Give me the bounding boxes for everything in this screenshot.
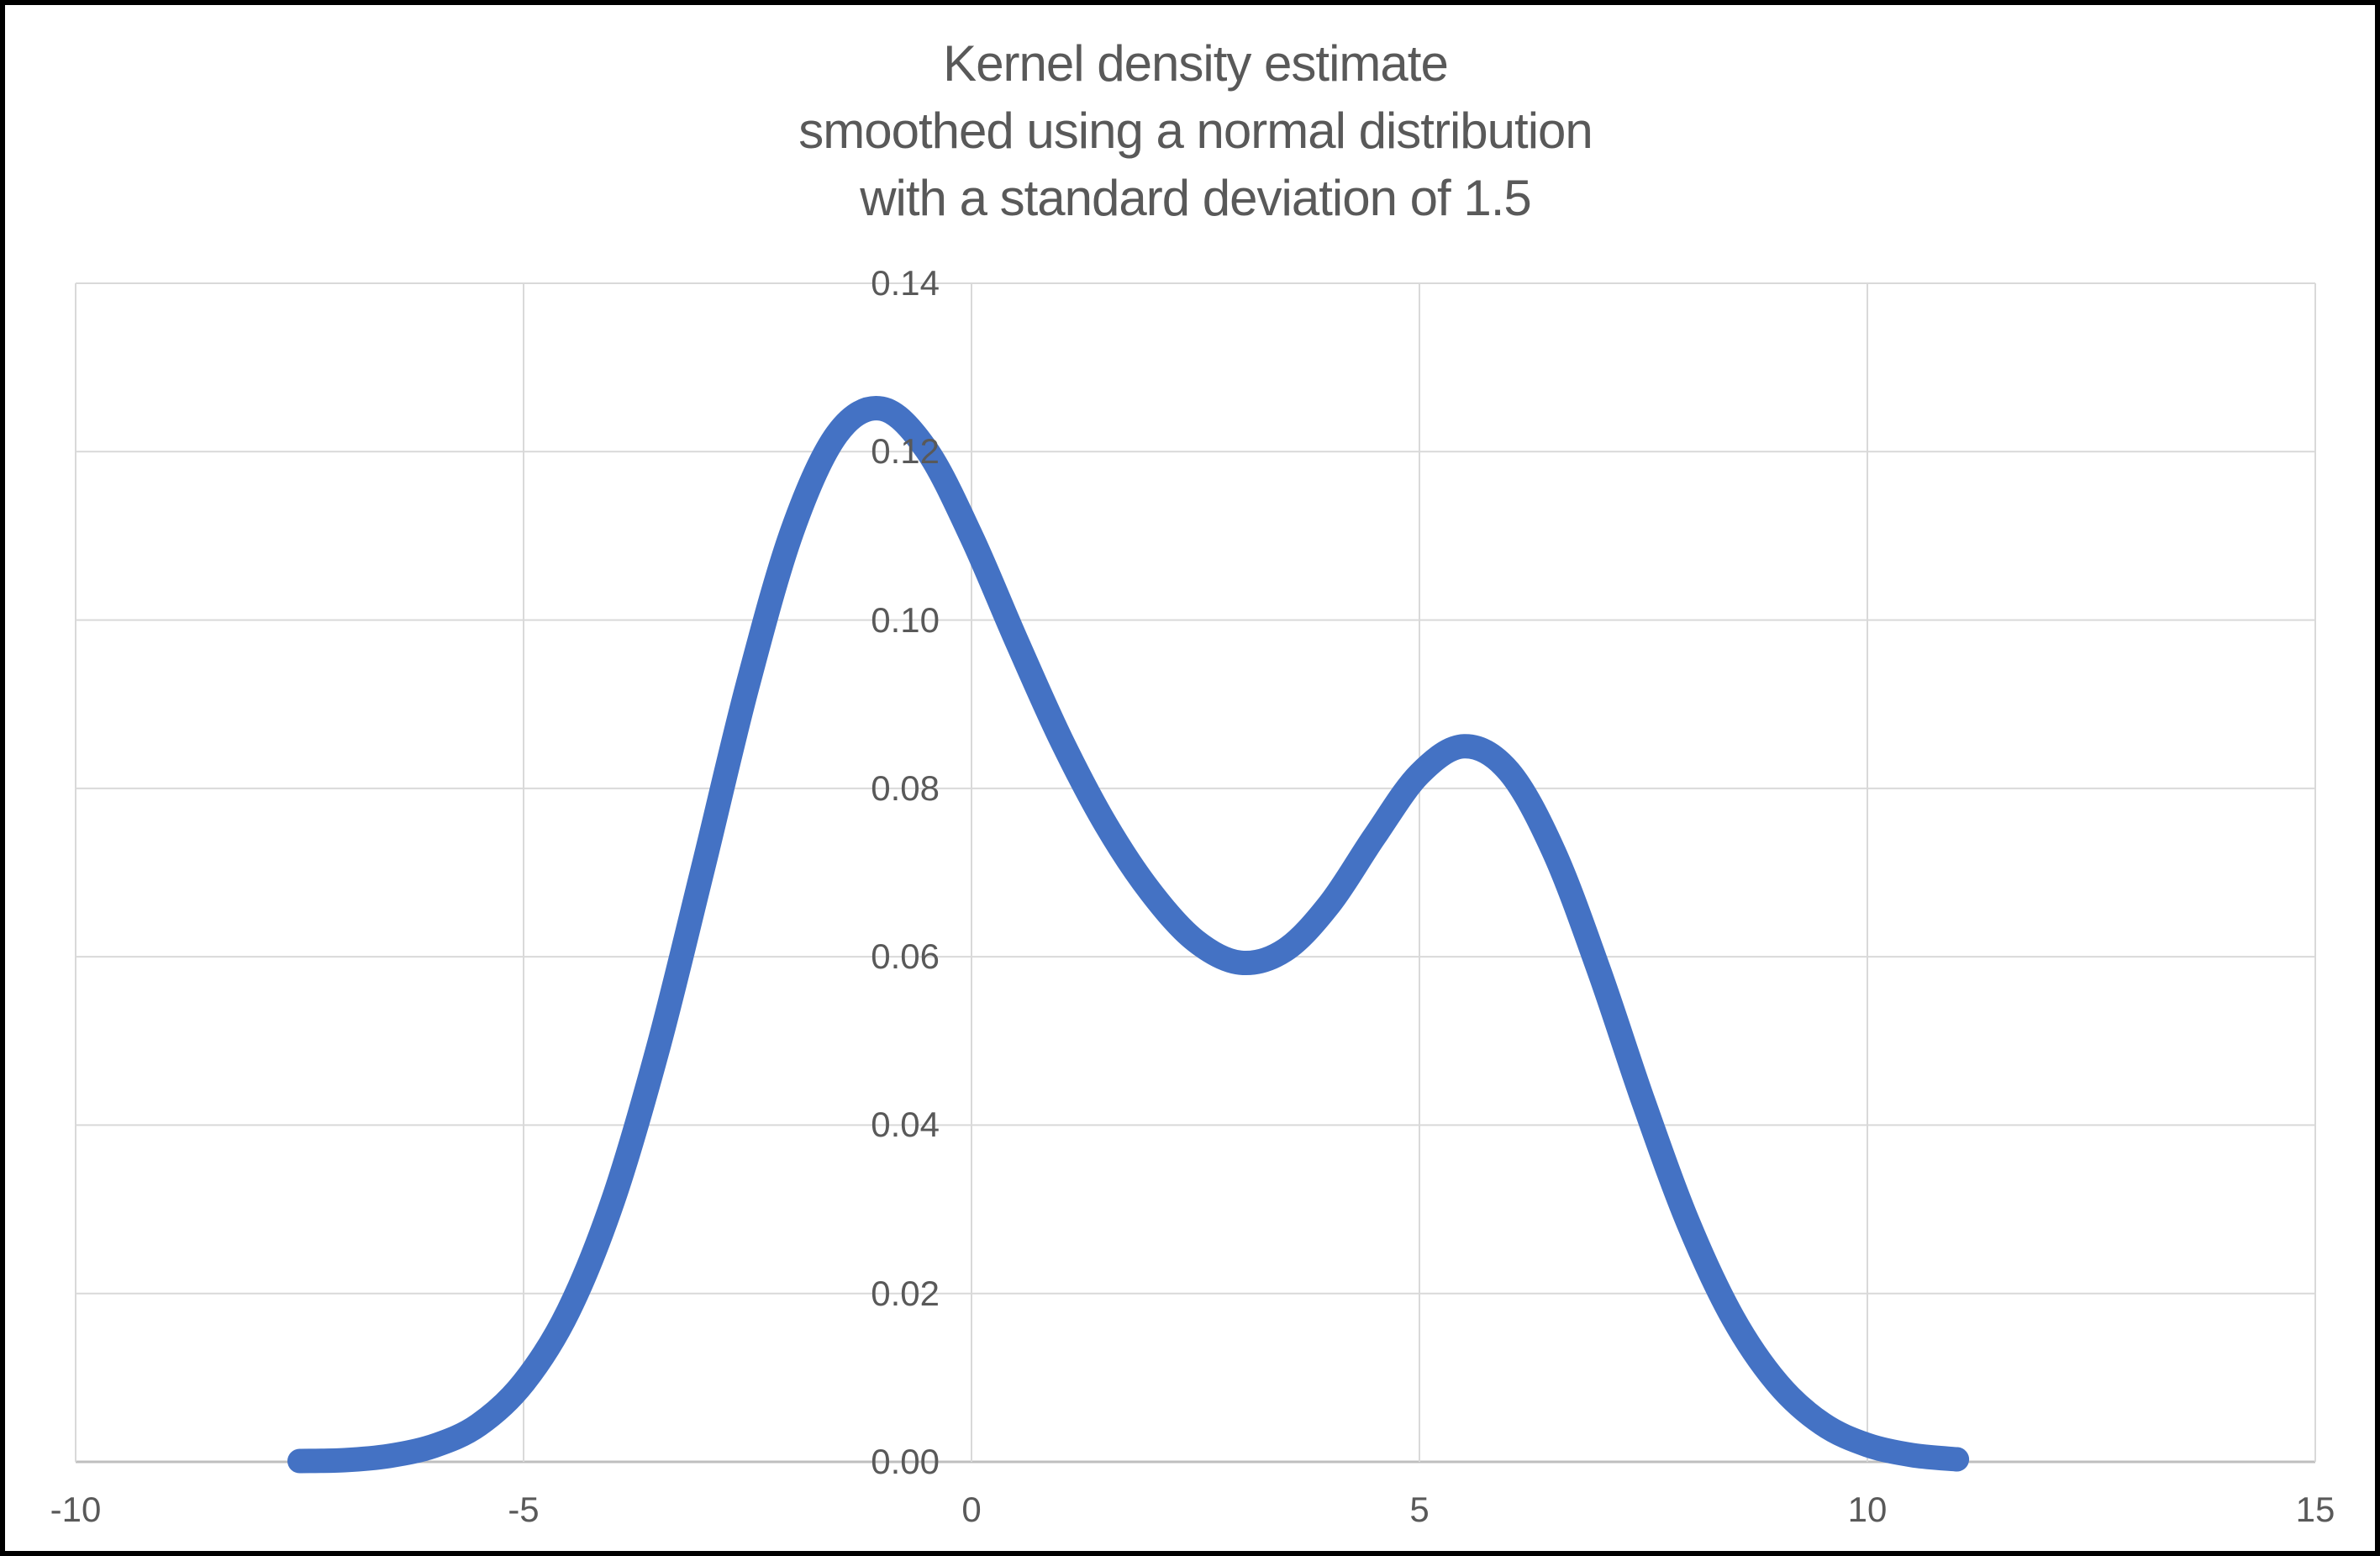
kde-plot-area <box>75 282 2316 1474</box>
y-axis-tick-label: 0.04 <box>871 1105 940 1145</box>
y-axis-tick-label: 0.10 <box>871 599 940 640</box>
x-axis-tick-label: 0 <box>961 1490 982 1529</box>
x-axis-tick-label: -5 <box>508 1490 540 1529</box>
x-axis-tick-label: 10 <box>1847 1490 1888 1529</box>
y-axis-tick-label: 0.08 <box>871 767 940 808</box>
x-axis-tick-label: -10 <box>50 1490 102 1529</box>
y-axis-tick-label: 0.14 <box>871 263 940 303</box>
kde-curve <box>287 396 1970 1474</box>
x-axis-tick-label: 15 <box>2295 1490 2335 1529</box>
x-axis-tick-label: 5 <box>1409 1490 1430 1529</box>
chart-title-line-1: Kernel density estimate <box>943 35 1449 92</box>
y-axis-tick-label: 0.06 <box>871 936 940 977</box>
chart-title: Kernel density estimate smoothed using a… <box>76 30 2315 232</box>
y-axis-tick-label: 0.12 <box>871 431 940 472</box>
y-axis-tick-label: 0.02 <box>871 1273 940 1313</box>
chart-title-line-3: with a standard deviation of 1.5 <box>860 170 1532 226</box>
y-axis-tick-label: 0.00 <box>871 1442 940 1481</box>
chart-title-line-2: smoothed using a normal distribution <box>798 103 1593 159</box>
